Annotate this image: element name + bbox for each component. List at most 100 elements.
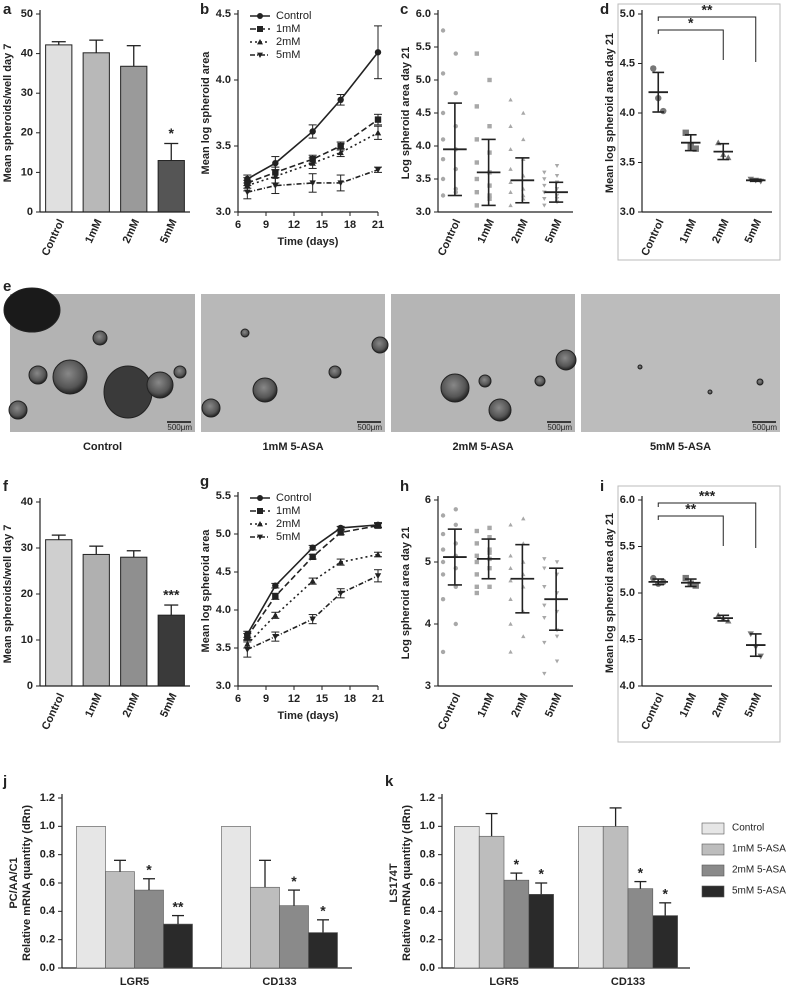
y-tick-label: 0.4 — [40, 905, 56, 917]
comparison-bracket — [657, 502, 757, 548]
marker — [487, 193, 492, 198]
marker — [244, 189, 251, 196]
y-axis-label: Mean spheroids/well day 7 — [2, 525, 14, 664]
marker — [474, 160, 480, 165]
marker — [440, 193, 446, 198]
y-tick-label: 1.0 — [40, 820, 55, 832]
marker — [374, 49, 382, 56]
x-tick-label: 1mM — [476, 217, 497, 245]
micrograph — [391, 294, 575, 432]
y-axis-label: Mean log spheroid area day 21 — [604, 513, 616, 673]
significance: * — [514, 856, 520, 872]
y-tick-label: 5.5 — [620, 540, 635, 552]
bar — [652, 915, 678, 969]
y-tick-label: 5.5 — [416, 41, 431, 53]
x-tick-label: LGR5 — [489, 976, 518, 988]
marker — [474, 541, 480, 546]
legend-label: 5mM — [276, 531, 300, 543]
x-tick-label: 5mM — [158, 217, 179, 245]
y-tick-label: 4 — [425, 618, 432, 630]
legend-marker — [257, 521, 263, 527]
y-tick-label: 3.0 — [620, 206, 635, 218]
marker — [554, 173, 560, 178]
marker — [650, 574, 657, 582]
y-tick-label: 1.0 — [420, 820, 435, 832]
x-tick-label: 12 — [288, 693, 300, 705]
bar — [308, 932, 338, 969]
x-tick-label: 15 — [316, 219, 328, 231]
legend-label: 1mM — [276, 23, 300, 35]
marker — [440, 71, 446, 76]
marker — [440, 531, 446, 537]
marker — [440, 28, 446, 33]
x-tick-label: 1mM — [476, 691, 497, 719]
spheroids — [3, 287, 764, 422]
scale-label: 500μm — [547, 423, 572, 432]
marker — [487, 584, 492, 589]
marker — [374, 573, 382, 579]
y-tick-label: 40 — [21, 496, 33, 508]
marker — [542, 197, 547, 201]
legend-label: 2mM — [276, 518, 300, 530]
marker — [542, 203, 547, 208]
x-tick-label: 18 — [344, 219, 356, 231]
y-tick-label: 0.8 — [40, 849, 55, 861]
marker — [692, 582, 699, 589]
x-tick-label: 2mM — [509, 217, 530, 245]
bar — [250, 886, 280, 969]
y-tick-label: 6 — [425, 494, 431, 506]
bar — [221, 826, 251, 969]
y-tick-label: 5.0 — [620, 587, 635, 599]
marker — [682, 574, 689, 582]
y-axis-label: Log spheroid area day 21 — [400, 527, 412, 660]
legend-marker — [257, 534, 263, 540]
bar — [478, 835, 505, 969]
marker — [309, 553, 316, 560]
marker — [440, 547, 446, 552]
series-line — [247, 169, 379, 193]
marker — [474, 553, 480, 558]
marker — [453, 91, 458, 96]
caption: Control — [83, 441, 122, 453]
x-tick-label: Control — [436, 691, 463, 732]
y-tick-label: 4.5 — [620, 57, 635, 69]
marker — [244, 646, 251, 653]
marker — [440, 559, 446, 565]
bar — [602, 826, 629, 969]
y-tick-label: 5.0 — [416, 74, 431, 86]
y-tick-label: 5.5 — [216, 490, 231, 502]
marker — [272, 183, 279, 189]
legend-marker — [257, 495, 263, 501]
bar — [503, 879, 530, 969]
x-tick-label: 9 — [263, 219, 269, 231]
marker — [487, 566, 492, 571]
marker — [542, 640, 547, 645]
bar — [163, 923, 193, 969]
marker — [542, 557, 547, 562]
marker — [542, 566, 547, 571]
y-axis-label: LS174T — [388, 863, 400, 902]
marker — [508, 578, 513, 583]
caption: 5mM 5-ASA — [650, 441, 711, 453]
x-tick-label: 1mM — [83, 217, 104, 245]
legend-label: 2mM — [276, 36, 300, 48]
y-tick-label: 20 — [21, 127, 33, 139]
series-line — [247, 118, 379, 184]
y-tick-label: 3.0 — [416, 206, 431, 218]
marker — [272, 593, 279, 600]
marker — [487, 196, 492, 201]
marker — [440, 157, 446, 162]
y-tick-label: 5 — [425, 556, 431, 568]
bar — [82, 553, 110, 687]
marker — [474, 528, 480, 534]
y-tick-label: 6.0 — [416, 8, 431, 20]
y-tick-label: 0 — [27, 206, 33, 218]
x-tick-label: 2mM — [121, 691, 142, 719]
marker — [508, 180, 513, 185]
y-tick-label: 0.4 — [420, 905, 436, 917]
comparison-bracket — [657, 16, 757, 62]
marker — [554, 634, 560, 639]
y-tick-label: 4.5 — [620, 633, 635, 645]
marker — [337, 529, 344, 536]
marker — [337, 142, 344, 150]
